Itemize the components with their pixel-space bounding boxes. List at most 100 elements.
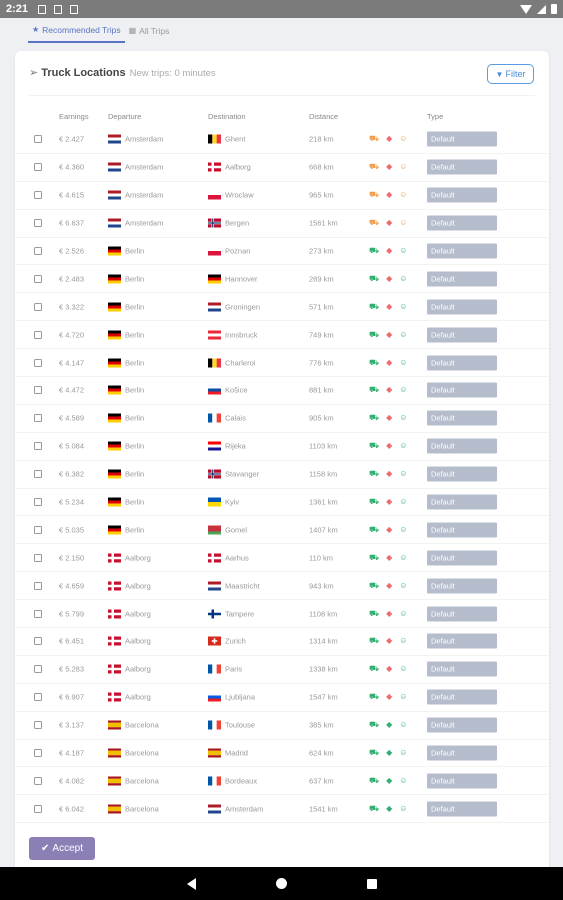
- table-row[interactable]: € 5.035 Berlin Gomel 1407 km ⛟ ◆ ☺ Default: [15, 516, 549, 545]
- type-select[interactable]: Default: [427, 606, 497, 622]
- type-select[interactable]: Default: [427, 801, 497, 817]
- table-row[interactable]: € 3.137 Barcelona Toulouse 385 km ⛟ ◆ ☺ Default: [15, 712, 549, 740]
- type-select[interactable]: Default: [427, 745, 497, 761]
- filter-button[interactable]: ▼ Filter: [487, 64, 534, 84]
- accept-button[interactable]: ✔ Accept: [29, 837, 95, 860]
- type-select[interactable]: Default: [427, 689, 497, 705]
- row-checkbox[interactable]: [34, 135, 42, 144]
- row-checkbox[interactable]: [34, 414, 42, 423]
- row-checkbox[interactable]: [34, 581, 42, 590]
- table-row[interactable]: € 4.615 Amsterdam Wroclaw 965 km ⛟ ◆ ☺ Default: [15, 182, 549, 210]
- destination-cell: Bergen: [208, 218, 249, 228]
- table-row[interactable]: € 5.283 Aalborg Paris 1338 km ⛟ ◆ ☺ Default: [15, 656, 549, 684]
- type-select[interactable]: Default: [427, 438, 497, 454]
- home-icon[interactable]: [275, 878, 287, 889]
- row-checkbox[interactable]: [34, 609, 42, 618]
- row-checkbox[interactable]: [34, 498, 42, 507]
- table-row[interactable]: € 4.589 Berlin Calais 905 km ⛟ ◆ ☺ Default: [15, 405, 549, 433]
- cargo-icon: ◆: [386, 357, 393, 367]
- table-row[interactable]: € 6.042 Barcelona Amsterdam 1541 km ⛟ ◆ ☺ Defau…: [15, 795, 549, 824]
- table-row[interactable]: € 2.526 Berlin Poznan 273 km ⛟ ◆ ☺ Default: [15, 238, 549, 266]
- row-checkbox[interactable]: [34, 274, 42, 283]
- type-select[interactable]: Default: [427, 661, 497, 677]
- table-row[interactable]: € 6.382 Berlin Stavanger 1158 km ⛟ ◆ ☺ Default: [15, 461, 549, 489]
- table-row[interactable]: € 5.234 Berlin Kyiv 1361 km ⛟ ◆ ☺ Default: [15, 489, 549, 517]
- type-select[interactable]: Default: [427, 522, 497, 538]
- table-row[interactable]: € 6.907 Aalborg Ljubljana 1547 km ⛟ ◆ ☺ Default: [15, 684, 549, 712]
- type-select[interactable]: Default: [427, 578, 497, 594]
- type-select[interactable]: Default: [427, 550, 497, 566]
- row-checkbox[interactable]: [34, 721, 42, 730]
- type-select[interactable]: Default: [427, 327, 497, 343]
- cargo-icon: ◆: [386, 692, 393, 702]
- recents-icon[interactable]: [366, 878, 377, 889]
- type-select[interactable]: Default: [427, 717, 497, 733]
- earnings-cell: € 6.451: [59, 636, 85, 646]
- row-checkbox[interactable]: [34, 776, 42, 785]
- back-icon[interactable]: [186, 877, 196, 890]
- truck-icon: ⛟: [369, 748, 380, 758]
- table-row[interactable]: € 4.659 Aalborg Maastricht 943 km ⛟ ◆ ☺ Default: [15, 572, 549, 601]
- type-select[interactable]: Default: [427, 215, 497, 231]
- type-select[interactable]: Default: [427, 410, 497, 426]
- row-checkbox[interactable]: [34, 470, 42, 479]
- table-row[interactable]: € 4.360 Amsterdam Aalborg 668 km ⛟ ◆ ☺ Default: [15, 154, 549, 182]
- row-checkbox[interactable]: [34, 525, 42, 534]
- truck-icon: ⛟: [369, 497, 380, 507]
- table-row[interactable]: € 5.799 Aalborg Tampere 1108 km ⛟ ◆ ☺ Default: [15, 600, 549, 629]
- tab-all-trips[interactable]: ▦ All Trips: [125, 18, 174, 43]
- row-checkbox[interactable]: [34, 330, 42, 339]
- row-checkbox[interactable]: [34, 247, 42, 255]
- table-row[interactable]: € 6.451 Aalborg Zurich 1314 km ⛟ ◆ ☺ Default: [15, 628, 549, 656]
- row-checkbox[interactable]: [34, 191, 42, 200]
- row-checkbox[interactable]: [34, 637, 42, 646]
- row-checkbox[interactable]: [34, 804, 42, 813]
- table-row[interactable]: € 5.084 Berlin Rijeka 1103 km ⛟ ◆ ☺ Default: [15, 433, 549, 461]
- type-select[interactable]: Default: [427, 271, 497, 287]
- type-select[interactable]: Default: [427, 159, 497, 175]
- row-checkbox[interactable]: [34, 553, 42, 562]
- table-row[interactable]: € 2.427 Amsterdam Ghent 218 km ⛟ ◆ ☺ Default: [15, 126, 549, 154]
- departure-city: Aalborg: [125, 553, 151, 563]
- status-icons: ⛟ ◆ ☺: [369, 497, 407, 507]
- table-row[interactable]: € 4.187 Barcelona Madrid 624 km ⛟ ◆ ☺ Default: [15, 740, 549, 768]
- departure-cell: Berlin: [108, 441, 144, 451]
- row-checkbox[interactable]: [34, 749, 42, 758]
- table-row[interactable]: € 2.150 Aalborg Aarhus 110 km ⛟ ◆ ☺ Default: [15, 544, 549, 573]
- row-checkbox[interactable]: [34, 163, 42, 172]
- row-checkbox[interactable]: [34, 665, 42, 674]
- table-row[interactable]: € 4.082 Barcelona Bordeaux 637 km ⛟ ◆ ☺ Default: [15, 767, 549, 796]
- type-select[interactable]: Default: [427, 773, 497, 789]
- type-select[interactable]: Default: [427, 633, 497, 649]
- table-row[interactable]: € 6.637 Amsterdam Bergen 1561 km ⛟ ◆ ☺ Default: [15, 210, 549, 238]
- table-row[interactable]: € 4.147 Berlin Charleroi 776 km ⛟ ◆ ☺ Default: [15, 349, 549, 378]
- earnings-cell: € 4.082: [59, 776, 85, 786]
- row-checkbox[interactable]: [34, 358, 42, 367]
- type-select[interactable]: Default: [427, 466, 497, 482]
- table-row[interactable]: € 3.322 Berlin Groningen 571 km ⛟ ◆ ☺ Default: [15, 293, 549, 322]
- status-icons: ⛟ ◆ ☺: [369, 413, 407, 423]
- table-row[interactable]: € 2.483 Berlin Hannover 289 km ⛟ ◆ ☺ Default: [15, 265, 549, 294]
- type-select[interactable]: Default: [427, 494, 497, 510]
- cargo-icon: ◆: [386, 608, 393, 618]
- cargo-icon: ◆: [386, 218, 393, 228]
- destination-city: Hannover: [225, 274, 258, 284]
- type-select[interactable]: Default: [427, 187, 497, 203]
- type-select[interactable]: Default: [427, 355, 497, 371]
- row-checkbox[interactable]: [34, 386, 42, 395]
- row-checkbox[interactable]: [34, 442, 42, 451]
- row-checkbox[interactable]: [34, 302, 42, 311]
- departure-city: Aalborg: [125, 692, 151, 702]
- flag-icon: [108, 609, 121, 619]
- type-select[interactable]: Default: [427, 243, 497, 259]
- type-select[interactable]: Default: [427, 382, 497, 398]
- table-row[interactable]: € 4.720 Berlin Innsbruck 749 km ⛟ ◆ ☺ Default: [15, 321, 549, 350]
- type-select[interactable]: Default: [427, 131, 497, 147]
- flag-icon: [208, 720, 221, 730]
- row-checkbox[interactable]: [34, 693, 42, 702]
- trip-tabs: ★ Recommended Trips ▦ All Trips: [28, 18, 173, 43]
- type-select[interactable]: Default: [427, 299, 497, 315]
- tab-recommended-trips[interactable]: ★ Recommended Trips: [28, 18, 125, 43]
- row-checkbox[interactable]: [34, 219, 42, 228]
- table-row[interactable]: € 4.472 Berlin Košice 881 km ⛟ ◆ ☺ Default: [15, 377, 549, 405]
